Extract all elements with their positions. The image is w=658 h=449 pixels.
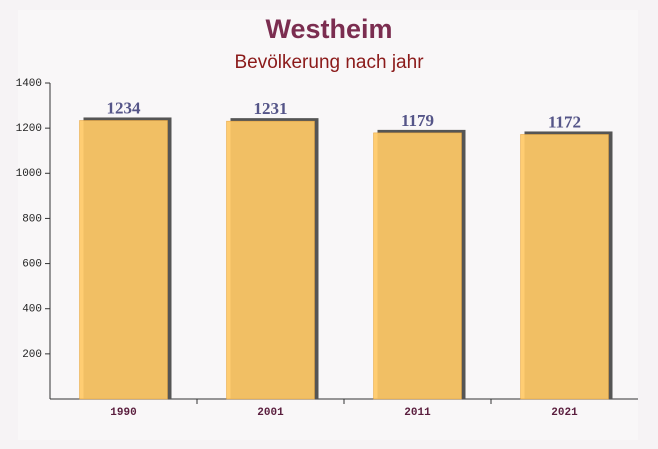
- y-tick-label: 1000: [16, 168, 42, 180]
- value-label: 1234: [107, 98, 142, 117]
- y-tick-label: 800: [22, 213, 42, 225]
- chart-title: Westheim: [265, 14, 392, 44]
- x-tick-label: 2021: [551, 407, 578, 419]
- y-tick-label: 400: [22, 304, 42, 316]
- value-label: 1172: [548, 112, 581, 131]
- bar: [520, 134, 609, 400]
- x-tick-label: 2001: [257, 407, 284, 419]
- y-tick-label: 1400: [16, 78, 42, 90]
- x-tick-label: 2011: [404, 407, 431, 419]
- bar: [226, 120, 315, 400]
- bar: [373, 132, 462, 400]
- x-tick-label: 1990: [110, 407, 136, 419]
- value-label: 1179: [401, 111, 434, 130]
- y-tick-label: 600: [22, 258, 42, 270]
- chart-subtitle: Bevölkerung nach jahr: [234, 52, 424, 73]
- y-tick-label: 200: [22, 349, 42, 361]
- value-label: 1231: [254, 99, 288, 118]
- y-tick-label: 1200: [16, 123, 42, 135]
- bar: [79, 120, 168, 400]
